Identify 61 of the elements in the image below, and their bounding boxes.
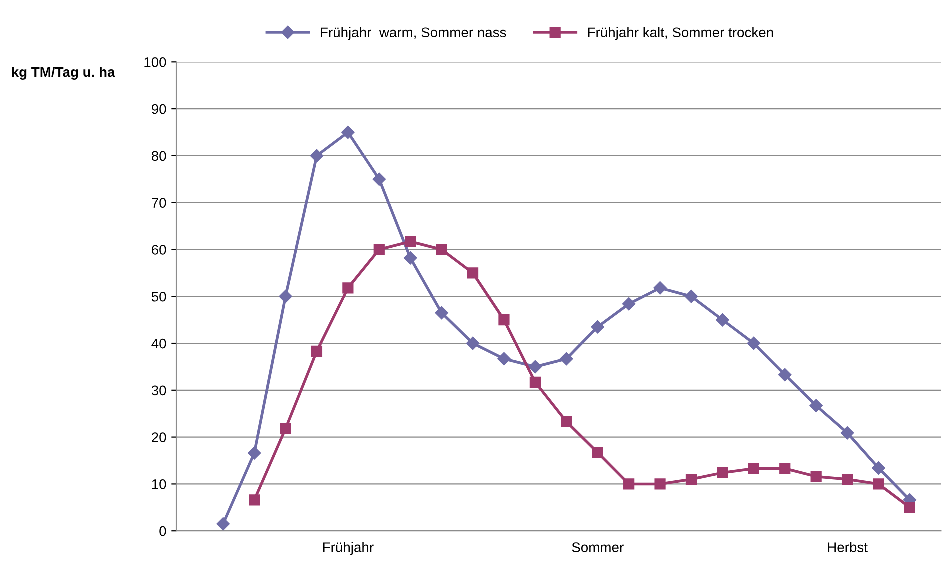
point — [310, 149, 324, 163]
point — [748, 463, 760, 474]
point — [780, 463, 791, 474]
point — [686, 474, 698, 486]
x-tick-label: Herbst — [828, 542, 868, 552]
point — [466, 336, 480, 350]
point — [810, 471, 822, 482]
y-tick-label: 100 — [144, 57, 166, 68]
point — [498, 314, 510, 326]
point — [904, 502, 916, 514]
y-axis-title: kg TM/Tag u. ha — [12, 66, 116, 80]
point — [248, 446, 262, 460]
point — [560, 352, 574, 366]
point — [405, 236, 416, 248]
y-tick-label: 80 — [152, 151, 166, 162]
point — [342, 126, 355, 140]
point — [717, 467, 728, 479]
point — [873, 478, 884, 490]
y-tick-label: 40 — [152, 338, 166, 349]
point — [684, 290, 698, 304]
point — [248, 494, 260, 506]
point — [561, 416, 572, 428]
point — [530, 376, 541, 388]
y-tick-label: 90 — [152, 104, 166, 114]
point — [404, 252, 418, 265]
point — [372, 172, 386, 186]
point — [436, 244, 448, 256]
point — [840, 426, 854, 440]
y-tick-label: 0 — [160, 526, 166, 536]
point — [342, 282, 354, 294]
point — [592, 447, 604, 458]
point — [654, 478, 666, 490]
point — [467, 268, 479, 279]
point — [591, 320, 604, 334]
point — [311, 346, 323, 358]
y-tick-label: 10 — [152, 480, 166, 490]
point — [624, 478, 635, 490]
point — [872, 462, 886, 475]
point — [528, 360, 542, 374]
point — [716, 313, 730, 327]
point — [842, 474, 854, 486]
point — [279, 290, 292, 304]
y-tick-label: 60 — [152, 245, 166, 255]
point — [374, 244, 385, 256]
y-tick-label: 50 — [152, 292, 166, 302]
point — [498, 352, 511, 366]
x-tick-label: Frühjahr — [323, 542, 374, 556]
point — [747, 336, 760, 350]
point — [622, 298, 636, 311]
point — [216, 517, 230, 531]
y-tick-label: 70 — [152, 198, 166, 208]
point — [435, 306, 448, 320]
y-tick-label: 30 — [152, 386, 166, 396]
point — [810, 399, 823, 412]
y-tick-label: 20 — [152, 432, 166, 442]
legend-label: Frühjahr kalt, Sommer trocken — [588, 27, 774, 40]
point — [778, 368, 792, 382]
x-tick-label: Sommer — [572, 542, 624, 552]
legend-label: Frühjahr warm, Sommer nass — [321, 27, 506, 40]
point — [280, 423, 292, 434]
point — [654, 282, 667, 295]
